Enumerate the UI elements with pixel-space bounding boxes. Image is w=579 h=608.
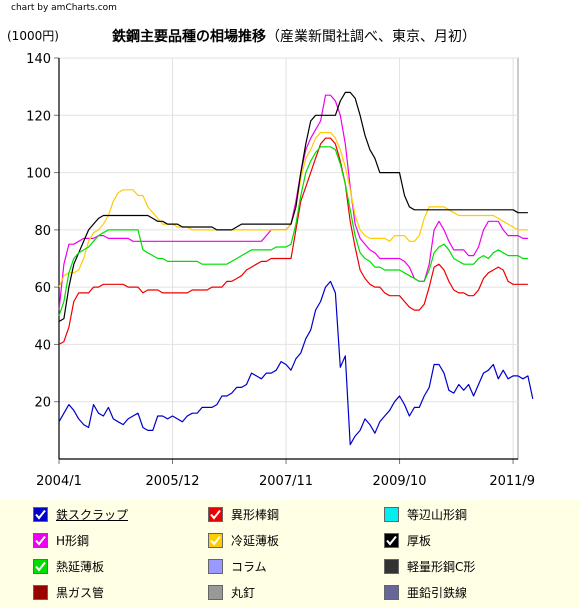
check-icon xyxy=(210,509,221,520)
legend-label-11: 亜鉛引鉄線 xyxy=(407,585,468,600)
y-tick-label: 80 xyxy=(34,224,51,239)
legend-item-3[interactable]: H形鋼 xyxy=(33,531,89,549)
y-tick-label: 120 xyxy=(26,109,51,124)
legend-label-0: 鉄スクラップ xyxy=(56,507,129,522)
check-icon xyxy=(35,535,46,546)
legend-label-6: 熱延薄板 xyxy=(56,559,105,574)
y-tick-label: 100 xyxy=(26,167,51,182)
legend-item-11[interactable]: 亜鉛引鉄線 xyxy=(384,583,467,601)
legend-label-9: 黒ガス管 xyxy=(56,585,105,600)
legend-swatch-8[interactable] xyxy=(384,558,399,574)
check-icon xyxy=(35,561,46,572)
y-tick-label: 140 xyxy=(26,52,51,67)
legend-swatch-7[interactable] xyxy=(208,558,223,574)
legend-item-9[interactable]: 黒ガス管 xyxy=(33,583,104,601)
y-tick-label: 60 xyxy=(34,281,51,296)
y-tick-label: 20 xyxy=(34,396,51,411)
series-line-5 xyxy=(58,91,528,323)
check-icon xyxy=(210,535,221,546)
chart-subtitle: （産業新聞社調べ、東京、月初） xyxy=(266,29,476,45)
legend-swatch-0[interactable] xyxy=(33,506,48,522)
legend-swatch-10[interactable] xyxy=(208,584,223,600)
x-tick-label: 2004/1 xyxy=(36,474,82,489)
legend-item-7[interactable]: コラム xyxy=(208,557,267,575)
legend-label-3: H形鋼 xyxy=(56,533,90,548)
series-line-3 xyxy=(58,94,528,311)
legend-item-1[interactable]: 異形棒鋼 xyxy=(208,505,279,523)
check-icon xyxy=(35,509,46,520)
x-tick-label: 2007/11 xyxy=(259,474,313,489)
legend-label-2: 等辺山形鋼 xyxy=(407,507,468,522)
legend-label-4: 冷延薄板 xyxy=(231,533,280,548)
check-icon xyxy=(386,535,397,546)
chart-legend: 鉄スクラップ 異形棒鋼 等辺山形鋼 H形鋼 冷延薄板 厚板熱延薄板 コラム 軽量形鋼C形黒ガス… xyxy=(0,500,579,608)
legend-item-5[interactable]: 厚板 xyxy=(384,531,431,549)
legend-item-4[interactable]: 冷延薄板 xyxy=(208,531,279,549)
legend-item-6[interactable]: 熱延薄板 xyxy=(33,557,104,575)
legend-swatch-2[interactable] xyxy=(384,506,399,522)
series-line-0 xyxy=(58,280,534,446)
legend-item-2[interactable]: 等辺山形鋼 xyxy=(384,505,467,523)
legend-swatch-11[interactable] xyxy=(384,584,399,600)
legend-swatch-6[interactable] xyxy=(33,558,48,574)
legend-swatch-9[interactable] xyxy=(33,584,48,600)
legend-item-0[interactable]: 鉄スクラップ xyxy=(33,505,128,523)
legend-label-8: 軽量形鋼C形 xyxy=(407,559,476,574)
legend-label-7: コラム xyxy=(231,559,267,574)
line-chart: 20 40 60 80 100 120 140 2004/1 2005/12 2007/11 200… xyxy=(26,52,535,489)
legend-swatch-5[interactable] xyxy=(384,532,399,548)
series-line-1 xyxy=(58,137,528,345)
chart-title: 鉄鋼主要品種の相場推移（産業新聞社調べ、東京、月初） xyxy=(112,26,476,46)
x-tick-label: 2005/12 xyxy=(146,474,200,489)
x-tick-label: 2009/10 xyxy=(373,474,427,489)
x-tick-label: 2011/9 xyxy=(489,474,535,489)
legend-item-8[interactable]: 軽量形鋼C形 xyxy=(384,557,475,575)
y-tick-label: 40 xyxy=(34,338,51,353)
legend-label-1: 異形棒鋼 xyxy=(231,507,280,522)
chart-title-main: 鉄鋼主要品種の相場推移 xyxy=(112,29,266,45)
legend-swatch-4[interactable] xyxy=(208,532,223,548)
legend-label-10: 丸釘 xyxy=(231,585,256,600)
legend-swatch-1[interactable] xyxy=(208,506,223,522)
chart-credit[interactable]: chart by amCharts.com xyxy=(11,3,117,13)
y-axis-unit-label: (1000円) xyxy=(7,29,59,43)
legend-item-10[interactable]: 丸釘 xyxy=(208,583,255,601)
legend-label-5: 厚板 xyxy=(407,533,432,548)
series-line-6 xyxy=(58,146,528,316)
legend-swatch-3[interactable] xyxy=(33,532,48,548)
